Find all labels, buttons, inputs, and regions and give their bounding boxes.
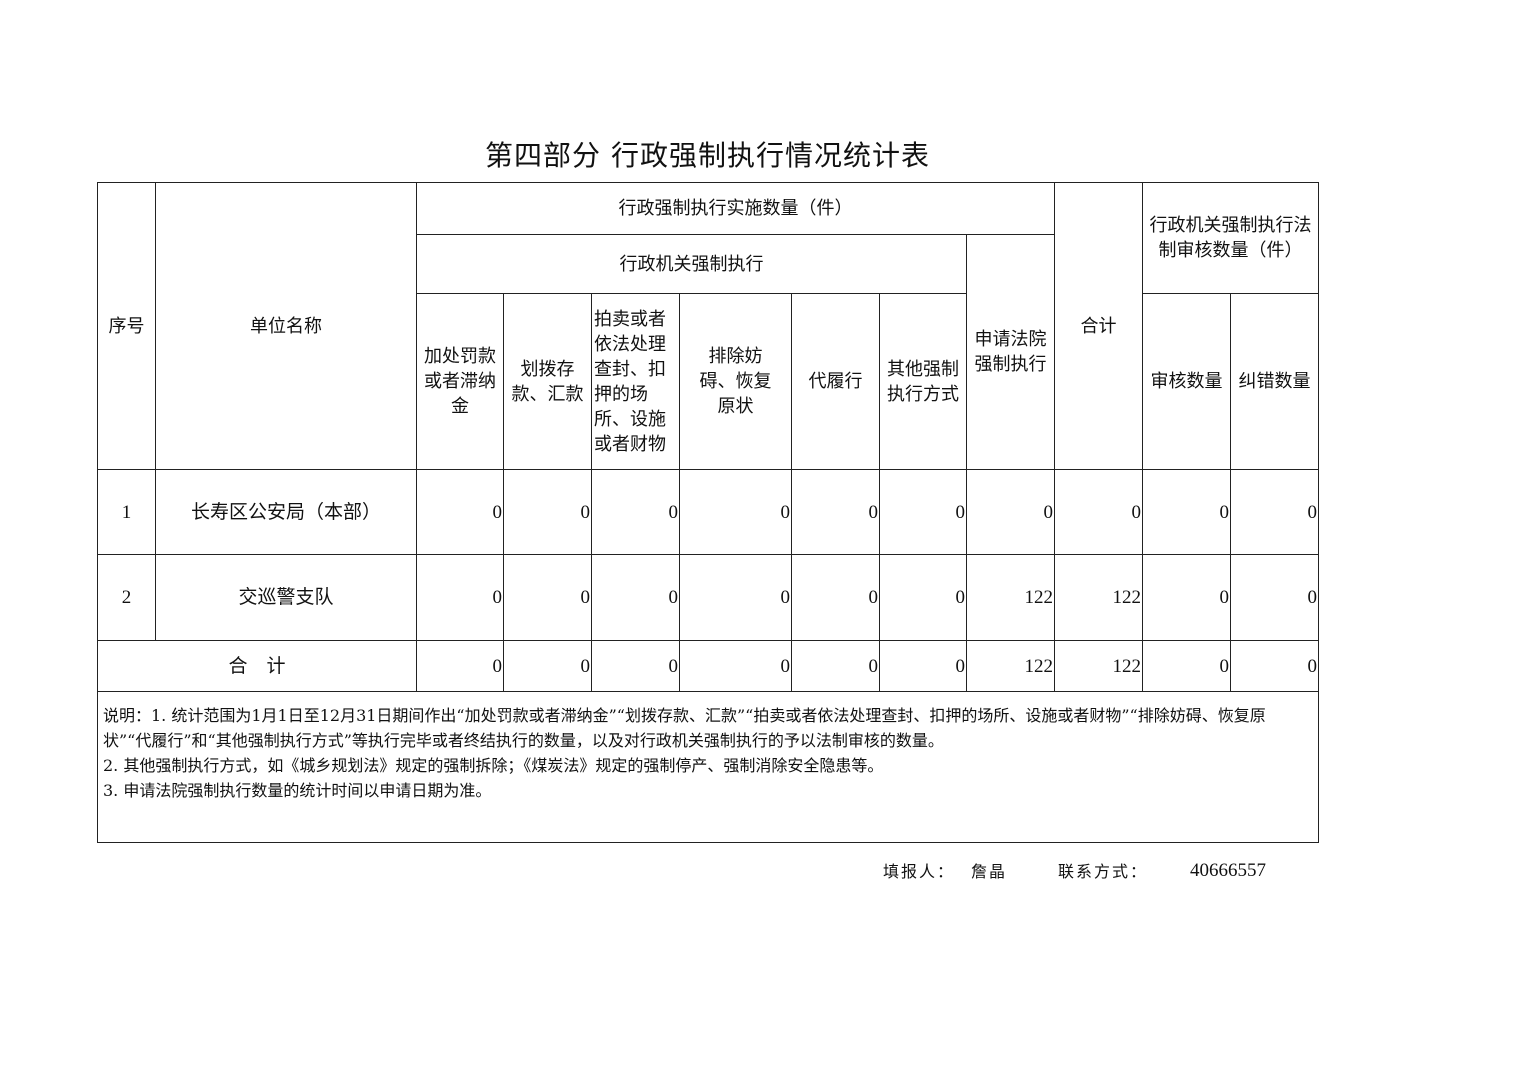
header-seq: 序号 [97,182,156,470]
note-2: 2. 其他强制执行方式，如《城乡规划法》规定的强制拆除；《煤炭法》规定的强制停产… [103,756,884,775]
header-review-sub: 纠错数量 [1230,293,1320,470]
note-1: 说明：1. 统计范围为1月1日至12月31日期间作出“加处罚款或者滞纳金”“划拨… [103,706,1266,750]
cell: 0 [591,554,680,641]
contact-phone: 40666557 [1190,860,1266,881]
table-row: 1 长寿区公安局（本部） 0 0 0 0 0 0 0 0 0 0 [97,469,1320,555]
filler-label: 填报人： [883,862,956,881]
cell: 0 [503,640,592,692]
header-impl-count: 行政强制执行实施数量（件） [415,182,1056,235]
cell: 0 [679,640,792,692]
cell: 122 [1054,640,1144,692]
cell: 0 [1230,469,1320,555]
cell: 0 [1054,469,1144,555]
header-court-exec: 申请法院强制执行 [965,234,1056,470]
cell: 0 [503,554,592,641]
cell: 0 [1142,640,1232,692]
header-sub: 代履行 [791,293,880,470]
cell: 0 [591,469,680,555]
page-title: 第四部分 行政强制执行情况统计表 [485,139,930,172]
cell: 0 [791,469,880,555]
header-agency-exec: 行政机关强制执行 [416,234,967,294]
row-seq: 1 [97,469,156,555]
cell: 0 [1230,554,1320,641]
cell: 0 [1230,640,1320,692]
row-unit: 长寿区公安局（本部） [155,469,417,555]
cell: 0 [1142,469,1232,555]
cell: 0 [1142,554,1232,641]
header-sub: 排除妨碍、恢复原状 [679,293,792,470]
header-unit: 单位名称 [155,182,417,470]
contact-label: 联系方式： [1058,862,1149,881]
header-sub: 加处罚款或者滞纳金 [416,293,504,470]
row-unit: 交巡警支队 [155,554,417,641]
cell: 0 [879,554,967,641]
cell: 0 [416,640,504,692]
cell: 0 [591,640,680,692]
note-3: 3. 申请法院强制执行数量的统计时间以申请日期为准。 [103,781,492,800]
table-row: 2 交巡警支队 0 0 0 0 0 0 122 122 0 0 [97,554,1320,641]
cell: 122 [1054,554,1144,641]
notes: 说明：1. 统计范围为1月1日至12月31日期间作出“加处罚款或者滞纳金”“划拨… [96,691,1320,843]
header-sub: 其他强制执行方式 [879,293,967,470]
filler-name: 詹晶 [971,862,1008,881]
cell: 0 [879,640,967,692]
row-seq: 2 [97,554,156,641]
header-total: 合计 [1054,182,1144,470]
cell: 0 [879,469,967,555]
enforcement-stats-table: 序号 单位名称 行政强制执行实施数量（件） 合计 行政机关强制执行法制审核数量（… [96,182,1320,843]
header-sub: 拍卖或者依法处理查封、扣押的场所、设施或者财物 [591,293,680,470]
cell: 0 [791,554,880,641]
cell: 0 [679,469,792,555]
cell: 0 [503,469,592,555]
header-sub: 划拨存款、汇款 [503,293,592,470]
total-row: 合 计 0 0 0 0 0 0 122 122 0 0 [97,640,1320,692]
cell: 0 [416,469,504,555]
total-label: 合 计 [97,640,417,692]
header-review-count: 行政机关强制执行法制审核数量（件） [1142,182,1320,294]
cell: 122 [965,554,1056,641]
cell: 0 [965,469,1056,555]
header-review-sub: 审核数量 [1142,293,1232,470]
cell: 0 [791,640,880,692]
cell: 0 [416,554,504,641]
cell: 0 [679,554,792,641]
cell: 122 [965,640,1056,692]
